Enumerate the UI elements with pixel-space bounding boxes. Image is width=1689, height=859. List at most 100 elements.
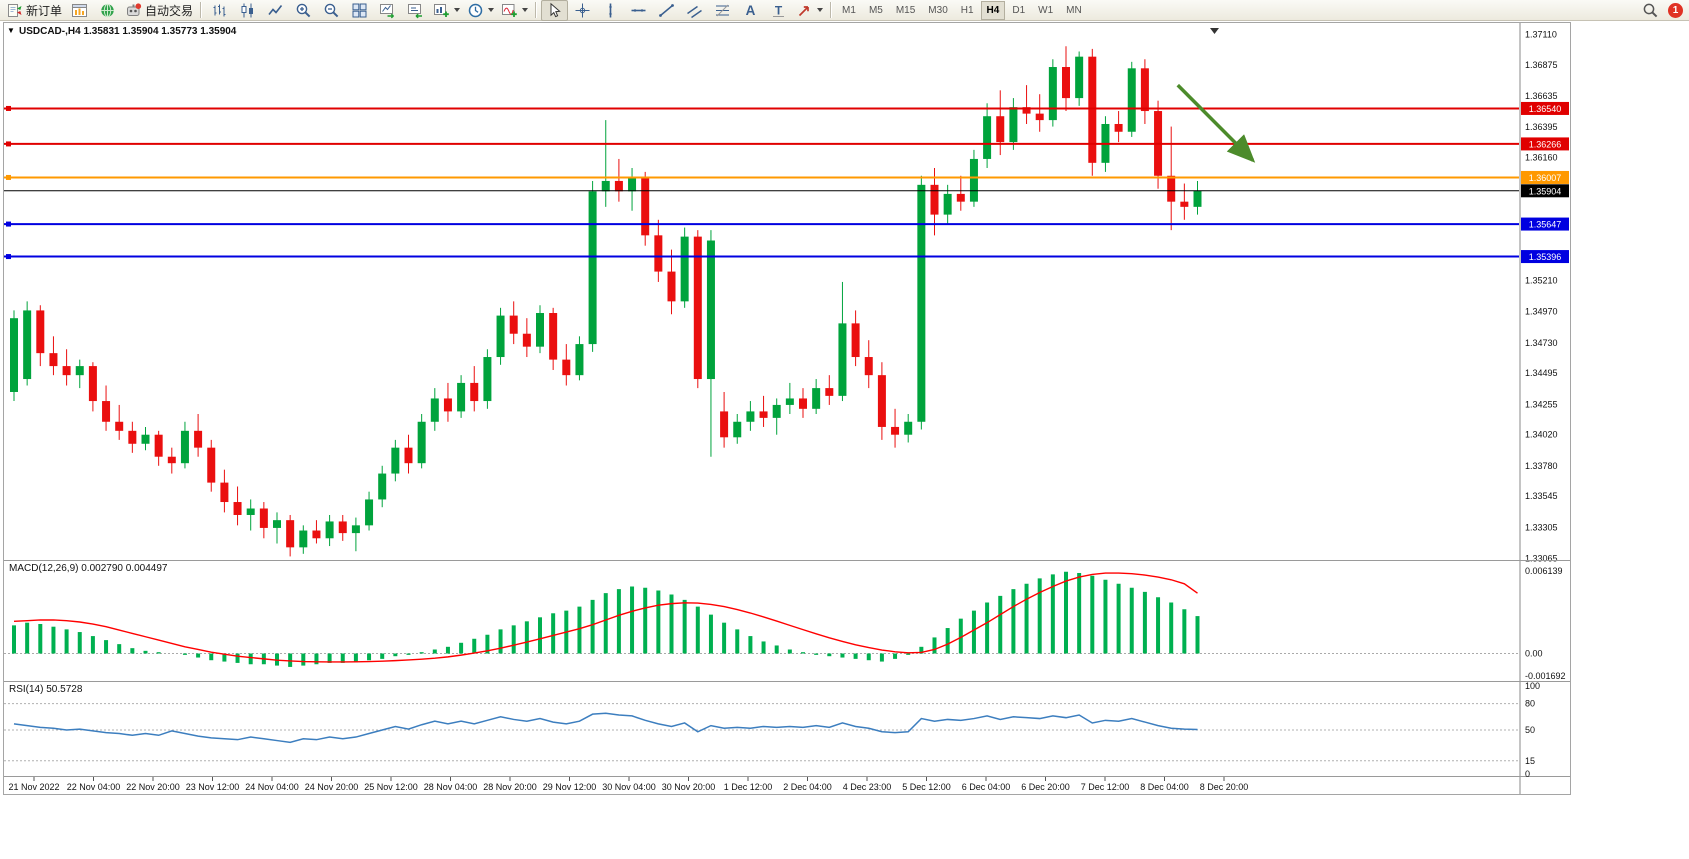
candle-body (430, 398, 439, 422)
timeframe-w1-button[interactable]: W1 (1038, 4, 1054, 16)
time-tick-label: 23 Nov 12:00 (186, 782, 240, 792)
dropdown-arrow-icon[interactable] (522, 8, 529, 12)
level-handle[interactable] (6, 254, 11, 260)
price-tick-label: 1.33545 (1525, 491, 1558, 501)
bar-chart-button[interactable] (206, 0, 233, 21)
trend-arrow-annotation[interactable] (1176, 83, 1256, 163)
toolbar-separator (830, 2, 833, 18)
level-handle[interactable] (6, 141, 11, 147)
price-tag (1521, 137, 1569, 151)
main-toolbar: 新订单 自动交易 A T M1 M5 M15 M30 H1 H4 D1 W1 MN 1 (0, 0, 1689, 21)
dropdown-arrow-icon[interactable] (454, 8, 461, 12)
zoom-in-button[interactable] (290, 0, 317, 21)
arrows-button[interactable] (793, 0, 826, 21)
candle-body (338, 521, 347, 534)
candle-body (983, 116, 992, 159)
timeframe-h1-button[interactable]: H1 (960, 4, 974, 16)
text-button[interactable]: A (737, 0, 764, 21)
candle-body (443, 398, 452, 412)
chart-canvas[interactable]: 1.37110 1.36875 1.36635 1.36395 1.36160 1.352… (4, 23, 1570, 794)
search-button[interactable] (1637, 0, 1664, 21)
price-tag (1521, 184, 1569, 198)
candle-body (391, 447, 400, 474)
time-tick-label: 22 Nov 04:00 (67, 782, 121, 792)
new-chart-button[interactable] (430, 0, 463, 21)
fibonacci-icon (716, 4, 730, 16)
price-tag (1521, 170, 1569, 184)
auto-trading-icon (127, 2, 142, 16)
line-chart-button[interactable] (262, 0, 289, 21)
time-tick-label: 25 Nov 12:00 (364, 782, 418, 792)
timeframe-d1-button[interactable]: D1 (1012, 4, 1026, 16)
candle-body (1140, 68, 1149, 112)
timeframe-m1-button[interactable]: M1 (842, 4, 856, 16)
tile-windows-button[interactable] (346, 0, 373, 21)
notification-badge[interactable]: 1 (1668, 2, 1683, 18)
chart-shift-icon (408, 3, 423, 18)
level-handle[interactable] (6, 221, 11, 227)
auto-trading-button-label: 自动交易 (145, 3, 194, 18)
candle-body (457, 382, 466, 412)
auto-scroll-button[interactable] (374, 0, 401, 21)
candle-body (812, 388, 821, 409)
candle-body (628, 178, 637, 192)
horizontal-line-button[interactable] (625, 0, 652, 21)
candle-body (88, 366, 97, 402)
charts-button[interactable] (66, 0, 93, 21)
macd-axis-label: 0.00 (1525, 649, 1543, 659)
timeframe-h4-button[interactable]: H4 (980, 0, 1006, 20)
label-button[interactable]: T (765, 0, 792, 21)
auto-trading-button[interactable]: 自动交易 (122, 0, 196, 21)
time-tick-label: 6 Dec 04:00 (962, 782, 1011, 792)
candle-body (772, 404, 781, 418)
candle-body (904, 421, 913, 435)
cursor-icon (550, 2, 561, 17)
toolbar-separator (535, 2, 538, 18)
fibonacci-button[interactable] (709, 0, 736, 21)
candle-body (62, 366, 71, 376)
cursor-button[interactable] (541, 0, 569, 21)
candle-body (233, 502, 242, 515)
market-depth-button[interactable] (94, 0, 121, 21)
chart-window: 1.37110 1.36875 1.36635 1.36395 1.36160 1.352… (3, 22, 1571, 795)
channel-icon (687, 5, 702, 18)
chart-title: USDCAD-,H4 1.35831 1.35904 1.35773 1.359… (19, 26, 237, 37)
horizontal-line-icon (631, 8, 646, 12)
candle-body (877, 375, 886, 427)
time-tick-label: 24 Nov 04:00 (245, 782, 299, 792)
indicators-icon (502, 3, 517, 17)
timeframe-m5-button[interactable]: M5 (868, 4, 883, 16)
candle-body (1180, 201, 1189, 207)
time-tick-label: 28 Nov 20:00 (483, 782, 537, 792)
periods-button[interactable] (464, 0, 497, 21)
channel-button[interactable] (681, 0, 708, 21)
level-handle[interactable] (6, 105, 11, 111)
new-order-button-label: 新订单 (26, 3, 63, 18)
zoom-out-button[interactable] (318, 0, 345, 21)
candle-body (154, 434, 163, 457)
candle-body (312, 530, 321, 539)
price-tag (1521, 250, 1569, 264)
indicators-button[interactable] (498, 0, 531, 21)
candle-body (207, 447, 216, 483)
crosshair-button[interactable] (569, 0, 596, 21)
candle-body (180, 430, 189, 464)
level-handle[interactable] (6, 174, 11, 180)
one-click-trading-toggle[interactable]: ▼ (7, 26, 15, 35)
candle-body (509, 315, 518, 334)
dropdown-arrow-icon[interactable] (817, 8, 824, 12)
vertical-line-button[interactable] (597, 0, 624, 21)
timeframe-mn-button[interactable]: MN (1066, 4, 1082, 16)
candle-body (1062, 67, 1070, 99)
new-chart-icon (434, 3, 449, 17)
timeframe-m30-button[interactable]: M30 (928, 4, 948, 16)
dropdown-arrow-icon[interactable] (488, 8, 495, 12)
price-tick-label: 1.37110 (1525, 30, 1557, 40)
trendline-button[interactable] (653, 0, 680, 21)
new-order-button[interactable]: 新订单 (3, 0, 65, 21)
timeframe-m15-button[interactable]: M15 (895, 4, 916, 16)
chart-shift-button[interactable] (402, 0, 429, 21)
zoom-in-icon (296, 3, 311, 17)
time-tick-label: 22 Nov 20:00 (126, 782, 180, 792)
candlestick-chart-button[interactable] (234, 0, 261, 21)
